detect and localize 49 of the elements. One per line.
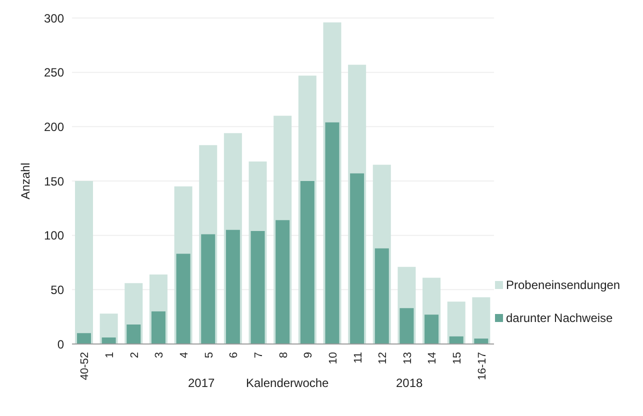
x-tick-label: 7 (252, 352, 265, 358)
x-tick-label: 4 (178, 352, 191, 358)
y-tick-label: 100 (44, 228, 64, 243)
x-tick-label: 15 (452, 352, 464, 364)
bar (350, 173, 364, 344)
bar (449, 336, 464, 344)
bar (176, 254, 190, 344)
y-tick-label: 200 (44, 120, 64, 134)
x-tick-label: 10 (327, 352, 340, 364)
y-tick-label: 0 (57, 337, 64, 352)
bar (102, 337, 116, 344)
bar (325, 122, 340, 344)
bar (77, 333, 91, 344)
x-tick-label: 1 (104, 352, 116, 358)
x-tick-label: 3 (154, 352, 166, 358)
x-tick-label: 9 (302, 352, 315, 358)
x-tick-label: 5 (203, 352, 216, 358)
y-tick-label: 300 (44, 11, 64, 26)
legend-label: darunter Nachweise (506, 311, 613, 325)
y-tick-label: 250 (44, 66, 64, 80)
x-tick-label: 11 (352, 352, 364, 364)
y-axis-title: Anzahl (18, 162, 32, 200)
x-tick-label: 16-17 (476, 352, 488, 380)
y-tick-label: 50 (50, 282, 64, 297)
bar (250, 230, 265, 344)
legend-label: Probeneinsendungen (506, 278, 620, 292)
x-tick-label: 2 (128, 352, 141, 358)
x-tick-label: 8 (278, 352, 290, 358)
bar (151, 311, 166, 344)
x-tick-label: 12 (377, 352, 390, 364)
x-tick-label: 6 (228, 352, 240, 358)
bar (472, 297, 490, 344)
text: 2018 (396, 376, 423, 390)
bar (374, 248, 389, 344)
x-tick-label: 13 (402, 352, 414, 364)
bar (276, 220, 290, 344)
bar (474, 338, 488, 344)
bar (75, 181, 93, 344)
bar (400, 308, 414, 344)
text: 2017 (188, 376, 215, 390)
bar (201, 234, 216, 344)
x-axis-title: Kalenderwoche (246, 376, 329, 390)
y-tick-label: 150 (44, 174, 64, 188)
bar (424, 314, 439, 344)
bar (226, 230, 240, 344)
x-tick-label: 14 (426, 352, 439, 364)
bar (126, 324, 141, 344)
x-tick-label: 40-52 (79, 352, 92, 380)
bar (300, 181, 314, 344)
